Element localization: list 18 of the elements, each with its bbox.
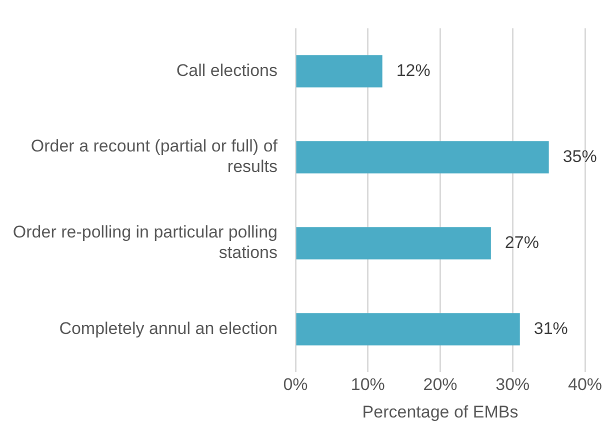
x-tick-label: 20% [423,375,458,394]
bar [296,313,520,346]
y-tick-label: Call elections [176,60,278,80]
data-label: 31% [534,318,568,338]
x-tick-label: 10% [350,375,385,394]
data-label: 35% [562,146,597,166]
x-tick-label: 0% [283,375,308,394]
y-tick-label: Completely annul an election [59,318,278,338]
data-label: 12% [396,60,430,80]
x-axis-title: Percentage of EMBs [362,402,518,422]
y-tick-label: Order a recount (partial or full) of results [30,136,278,176]
y-tick-label: Order re-polling in particular polling stations [12,222,278,262]
bar [296,227,491,260]
x-tick-label: 40% [568,375,602,394]
x-tick-label: 30% [496,375,530,394]
bar [296,55,382,88]
bar [296,141,549,174]
data-label: 27% [504,232,539,252]
